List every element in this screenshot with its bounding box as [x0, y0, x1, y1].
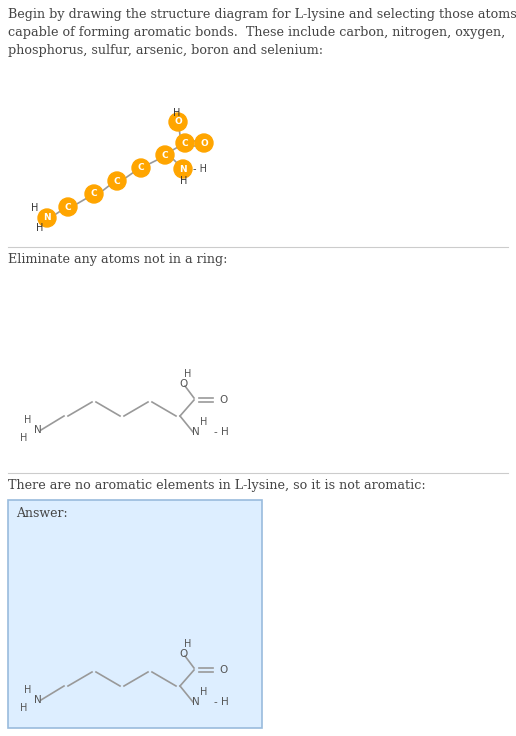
Text: C: C — [64, 202, 71, 211]
Circle shape — [132, 159, 150, 177]
Text: H: H — [24, 415, 31, 425]
Text: Eliminate any atoms not in a ring:: Eliminate any atoms not in a ring: — [8, 253, 228, 266]
Circle shape — [38, 209, 56, 227]
Text: C: C — [162, 150, 168, 160]
Text: C: C — [114, 177, 120, 185]
Text: N: N — [34, 695, 42, 705]
Circle shape — [85, 185, 103, 203]
Circle shape — [169, 113, 187, 131]
Text: O: O — [219, 395, 227, 405]
Text: - H: - H — [214, 427, 229, 437]
Text: O: O — [200, 138, 208, 147]
Circle shape — [108, 172, 126, 190]
Text: N: N — [179, 165, 187, 174]
Text: C: C — [182, 138, 188, 147]
Text: H: H — [24, 685, 31, 695]
Text: H: H — [184, 639, 191, 649]
Circle shape — [174, 160, 192, 178]
Text: H: H — [20, 433, 28, 443]
Text: O: O — [174, 118, 182, 127]
Text: N: N — [192, 427, 200, 437]
Text: O: O — [179, 379, 187, 389]
Text: H: H — [20, 703, 28, 713]
Text: - H: - H — [193, 164, 207, 174]
Text: H: H — [184, 369, 191, 379]
Circle shape — [176, 134, 194, 152]
Text: N: N — [43, 213, 51, 222]
Text: H: H — [180, 176, 188, 186]
Text: H: H — [31, 203, 39, 213]
Text: C: C — [138, 163, 144, 172]
Circle shape — [59, 198, 77, 216]
Text: O: O — [179, 649, 187, 659]
Text: H: H — [173, 108, 181, 118]
Text: H: H — [200, 687, 207, 697]
Text: Answer:: Answer: — [16, 507, 68, 520]
Text: C: C — [91, 189, 98, 199]
Text: There are no aromatic elements in L-lysine, so it is not aromatic:: There are no aromatic elements in L-lysi… — [8, 479, 426, 492]
Text: - H: - H — [214, 697, 229, 707]
Text: Begin by drawing the structure diagram for L-lysine and selecting those atoms
ca: Begin by drawing the structure diagram f… — [8, 8, 516, 57]
FancyBboxPatch shape — [8, 500, 262, 728]
Text: N: N — [34, 425, 42, 435]
Text: H: H — [36, 223, 44, 233]
Text: O: O — [219, 665, 227, 675]
Circle shape — [156, 146, 174, 164]
Text: N: N — [192, 697, 200, 707]
Circle shape — [195, 134, 213, 152]
Text: H: H — [200, 417, 207, 427]
